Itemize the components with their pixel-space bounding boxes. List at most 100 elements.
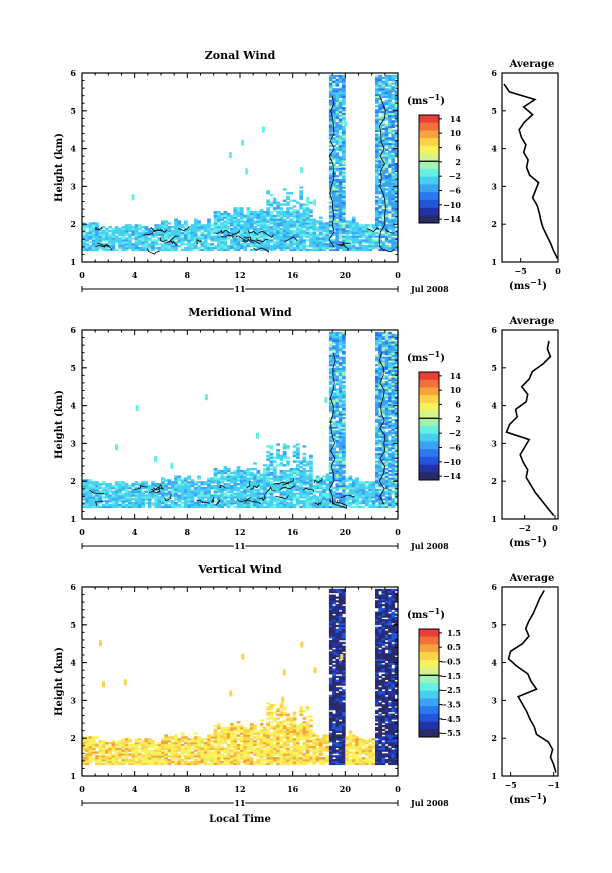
- heatmap-cell: [394, 95, 399, 98]
- heatmap-cell: [332, 207, 336, 210]
- heatmap-cell: [131, 194, 135, 201]
- heatmap-cell: [135, 405, 139, 412]
- heatmap-cell: [384, 214, 389, 218]
- heatmap-cell: [328, 454, 333, 457]
- heatmap-cell: [203, 246, 208, 250]
- heatmap-cell: [338, 212, 343, 216]
- heatmap-cell: [342, 107, 346, 110]
- heatmap-cell: [296, 503, 300, 507]
- heatmap-cell: [91, 505, 96, 509]
- heatmap-cell: [95, 496, 99, 499]
- heatmap-cell: [276, 498, 280, 501]
- heatmap-cell: [394, 101, 399, 104]
- heatmap-cell: [319, 237, 323, 240]
- heatmap-cell: [394, 144, 399, 148]
- heatmap-cell: [375, 464, 379, 467]
- heatmap-cell: [384, 235, 389, 238]
- heatmap-cell: [391, 475, 396, 478]
- heatmap-cell: [338, 171, 343, 174]
- heatmap-cell: [328, 220, 333, 223]
- heatmap-cell: [335, 365, 340, 369]
- heatmap-cell: [296, 246, 300, 250]
- heatmap-cell: [335, 441, 340, 444]
- heatmap-cell: [375, 203, 379, 206]
- heatmap-cell: [384, 74, 389, 78]
- heatmap-cell: [338, 180, 343, 183]
- heatmap-cell: [305, 209, 310, 212]
- heatmap-cell: [375, 122, 379, 125]
- heatmap-cell: [342, 235, 346, 238]
- heatmap-cell: [332, 396, 336, 399]
- heatmap-cell: [325, 492, 330, 495]
- heatmap-cell: [319, 490, 323, 493]
- heatmap-cell: [335, 108, 340, 112]
- heatmap-cell: [388, 190, 392, 193]
- heatmap-cell: [286, 211, 290, 214]
- heatmap-cell: [98, 483, 103, 486]
- heatmap-cell: [371, 492, 376, 495]
- heatmap-cell: [335, 231, 340, 235]
- heatmap-cell: [259, 231, 264, 235]
- heatmap-cell: [85, 502, 89, 505]
- heatmap-cell: [161, 496, 165, 499]
- heatmap-cell: [338, 218, 343, 221]
- heatmap-cell: [174, 229, 178, 233]
- heatmap-cell: [230, 500, 234, 503]
- heatmap-cell: [174, 218, 178, 221]
- heatmap-cell: [302, 490, 307, 493]
- heatmap-cell: [292, 226, 297, 229]
- contour-line: [95, 226, 103, 231]
- heatmap-cell: [279, 235, 284, 238]
- heatmap-cell: [249, 212, 254, 216]
- heatmap-cell: [233, 477, 238, 480]
- heatmap-cell: [381, 468, 386, 471]
- heatmap-cell: [177, 490, 182, 493]
- heatmap-cell: [263, 228, 267, 231]
- heatmap-cell: [259, 494, 264, 497]
- heatmap-cell: [375, 492, 379, 495]
- heatmap-cell: [368, 488, 373, 492]
- heatmap-cell: [203, 503, 208, 507]
- heatmap-cell: [332, 161, 336, 165]
- heatmap-cell: [394, 347, 399, 350]
- heatmap-cell: [355, 477, 359, 480]
- heatmap-cell: [384, 396, 389, 399]
- heatmap-cell: [332, 452, 336, 456]
- heatmap-cell: [375, 401, 379, 405]
- heatmap-cell: [391, 142, 396, 146]
- heatmap-cell: [131, 490, 136, 493]
- heatmap-cell: [391, 483, 396, 486]
- heatmap-cell: [246, 481, 251, 484]
- heatmap-cell: [328, 245, 333, 248]
- heatmap-cell: [272, 468, 277, 471]
- heatmap-cell: [332, 339, 336, 342]
- heatmap-cell: [138, 505, 142, 509]
- heatmap-cell: [249, 243, 254, 246]
- heatmap-cell: [335, 122, 340, 125]
- heatmap-cell: [384, 107, 389, 110]
- heatmap-cell: [85, 485, 89, 488]
- heatmap-cell: [388, 211, 392, 214]
- heatmap-cell: [361, 245, 366, 248]
- heatmap-cell: [246, 220, 251, 223]
- heatmap-cell: [272, 456, 277, 459]
- heatmap-cell: [134, 241, 139, 244]
- heatmap-cell: [187, 483, 191, 486]
- heatmap-cell: [388, 245, 392, 248]
- heatmap-cell: [342, 422, 346, 425]
- heatmap-cell: [325, 245, 330, 248]
- heatmap-cell: [289, 469, 294, 473]
- heatmap-cell: [197, 485, 201, 488]
- heatmap-cell: [375, 373, 379, 376]
- heatmap-cell: [101, 496, 106, 499]
- heatmap-cell: [325, 229, 330, 233]
- heatmap-cell: [328, 407, 333, 410]
- heatmap-cell: [282, 492, 287, 495]
- heatmap-cell: [391, 188, 396, 191]
- heatmap-cell: [134, 248, 139, 252]
- heatmap-cell: [394, 424, 399, 427]
- heatmap-cell: [375, 354, 379, 357]
- heatmap-cell: [282, 245, 287, 248]
- heatmap-cell: [328, 463, 332, 470]
- heatmap-cell: [243, 237, 247, 240]
